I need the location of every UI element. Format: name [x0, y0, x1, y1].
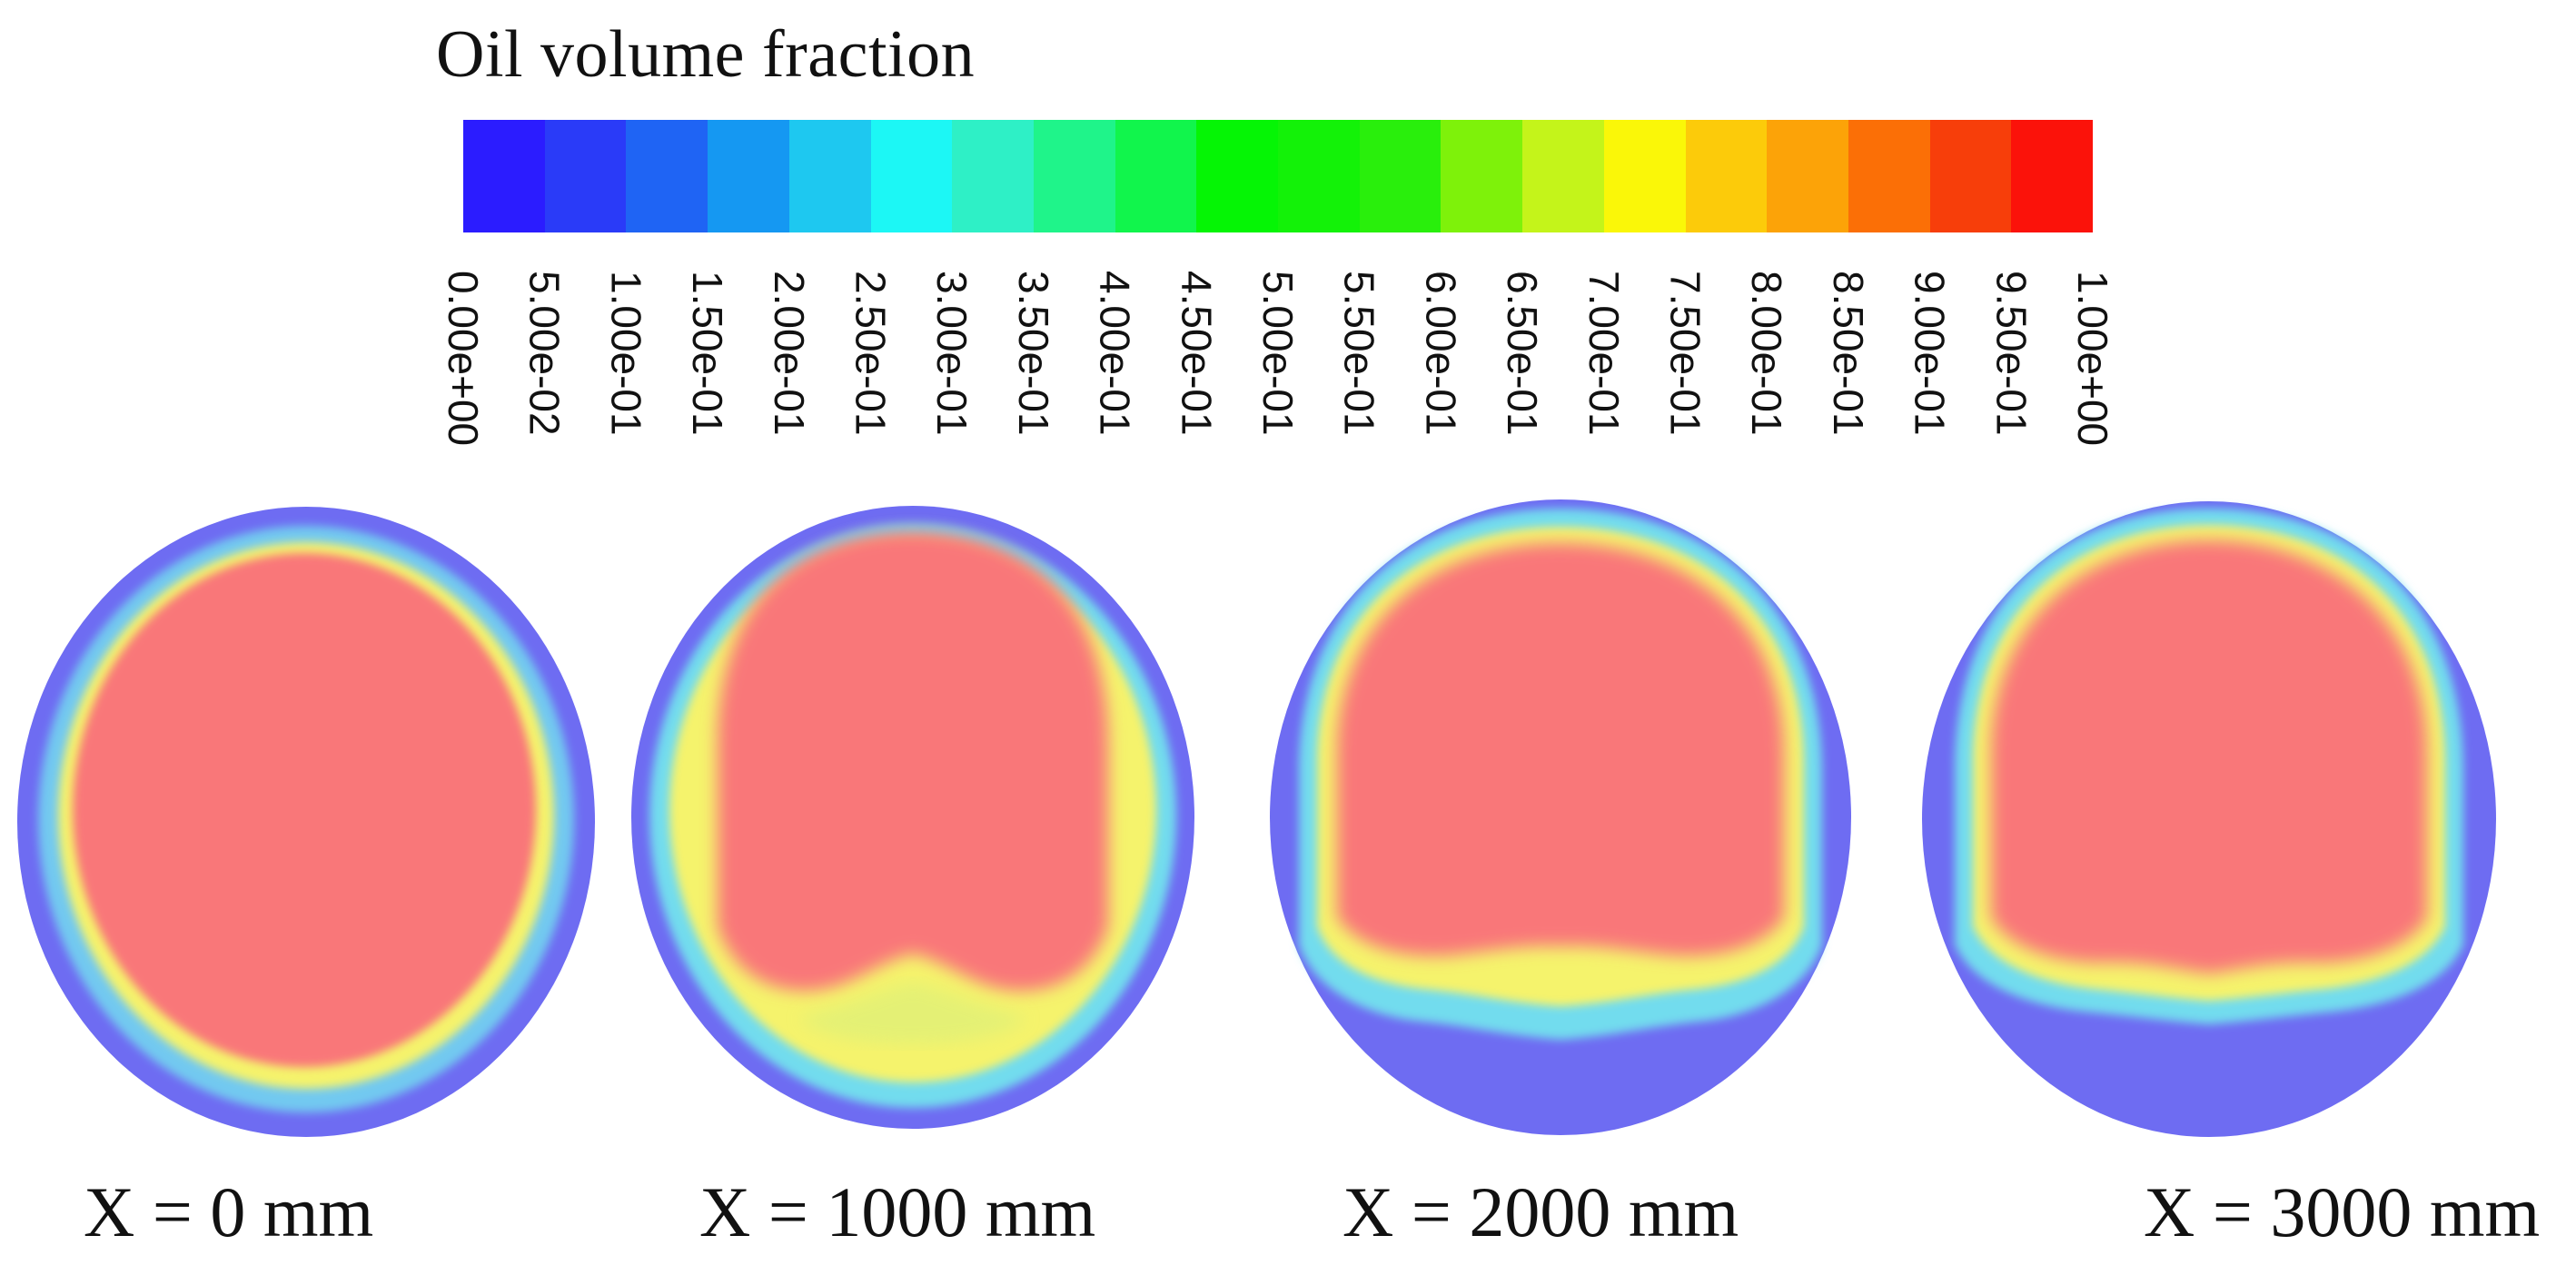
colorbar-tick-label: 1.00e-01 — [602, 271, 650, 436]
legend-title: Oil volume fraction — [436, 17, 976, 92]
colorbar-tick-label: 7.50e-01 — [1661, 271, 1709, 436]
colorbar-swatch — [544, 120, 627, 232]
colorbar-tick-label: 1.50e-01 — [684, 271, 732, 436]
colorbar-tick-label: 9.00e-01 — [1906, 271, 1954, 436]
colorbar-swatch — [1359, 120, 1442, 232]
colorbar-tick-label: 2.00e-01 — [765, 271, 813, 436]
colorbar-swatch — [1196, 120, 1279, 232]
colorbar-swatch — [1278, 120, 1360, 232]
section-x-1000 — [631, 506, 1194, 1129]
colorbar-tick-label: 7.00e-01 — [1580, 271, 1628, 436]
colorbar-tick-labels: 0.00e+00 5.00e-02 1.00e-01 1.50e-01 2.00e-01… — [440, 271, 2116, 470]
colorbar — [463, 120, 2094, 232]
colorbar-tick-label: 5.50e-01 — [1335, 271, 1383, 436]
colorbar-swatch — [1767, 120, 1848, 232]
section-x-3000 — [1922, 501, 2496, 1137]
colorbar-swatch — [1522, 120, 1604, 232]
colorbar-tick-label: 0.00e+00 — [440, 271, 487, 447]
colorbar-swatch — [1441, 120, 1523, 232]
colorbar-tick-label: 5.00e-02 — [520, 271, 569, 436]
colorbar-tick-label: 6.00e-01 — [1417, 271, 1465, 436]
caption-x-0: X = 0 mm — [84, 1172, 374, 1251]
colorbar-swatch — [708, 120, 789, 232]
colorbar-tick-label: 8.50e-01 — [1824, 271, 1872, 436]
colorbar-tick-label: 3.50e-01 — [1009, 271, 1057, 436]
colorbar-tick-label: 4.50e-01 — [1173, 271, 1221, 436]
colorbar-tick-label: 1.00e+00 — [2069, 271, 2116, 447]
caption-x-2000: X = 2000 mm — [1342, 1172, 1739, 1251]
colorbar-tick-label: 2.50e-01 — [847, 271, 895, 436]
colorbar-swatch — [1929, 120, 2012, 232]
section-x-2000 — [1270, 499, 1851, 1135]
colorbar-swatch — [1848, 120, 1930, 232]
section-x-0 — [17, 507, 595, 1137]
cross-section-panels — [17, 499, 2496, 1137]
colorbar-tick-label: 5.00e-01 — [1254, 271, 1302, 436]
colorbar-swatch — [626, 120, 708, 232]
colorbar-swatch — [1033, 120, 1115, 232]
colorbar-tick-label: 3.00e-01 — [928, 271, 976, 436]
colorbar-swatch — [1685, 120, 1768, 232]
colorbar-swatch — [1115, 120, 1197, 232]
colorbar-tick-label: 9.50e-01 — [1987, 271, 2036, 436]
caption-x-3000: X = 3000 mm — [2144, 1172, 2541, 1251]
colorbar-swatch — [1603, 120, 1686, 232]
colorbar-tick-label: 8.00e-01 — [1743, 271, 1791, 436]
colorbar-swatch — [870, 120, 953, 232]
colorbar-swatch — [952, 120, 1034, 232]
colorbar-tick-label: 4.00e-01 — [1091, 271, 1139, 436]
colorbar-tick-label: 6.50e-01 — [1499, 271, 1547, 436]
colorbar-swatch — [463, 120, 545, 232]
colorbar-swatch — [788, 120, 871, 232]
caption-x-1000: X = 1000 mm — [699, 1172, 1096, 1251]
colorbar-swatch — [2011, 120, 2094, 232]
